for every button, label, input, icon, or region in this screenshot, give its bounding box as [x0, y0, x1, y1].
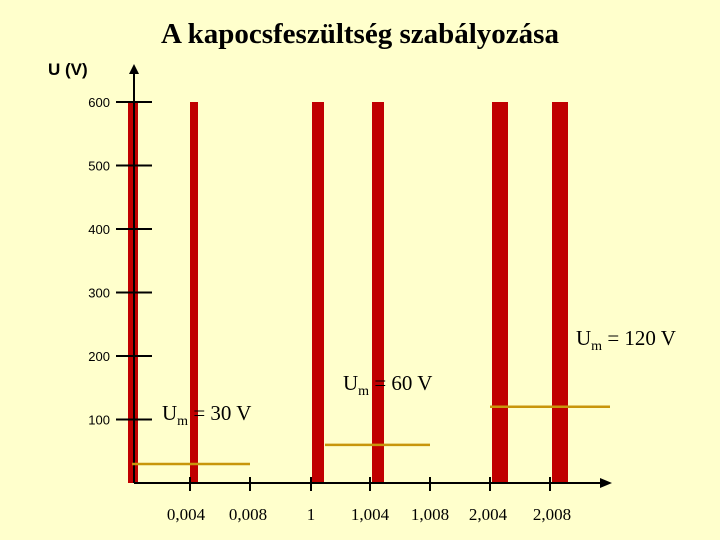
- x-tick-label: 1: [307, 505, 316, 524]
- pulse-bar: [190, 102, 198, 483]
- y-tick-label: 100: [88, 413, 110, 428]
- y-tick-label: 200: [88, 349, 110, 364]
- y-tick-label: 400: [88, 222, 110, 237]
- x-tick-label: 1,008: [411, 505, 449, 524]
- y-axis-label: U (V): [48, 60, 88, 79]
- pulse-bar: [492, 102, 508, 483]
- average-annotation: Um = 60 V: [343, 371, 432, 399]
- x-tick-label: 2,008: [533, 505, 571, 524]
- pulse-bar: [372, 102, 384, 483]
- x-axis-arrow: [600, 478, 612, 488]
- x-tick-label: 2,004: [469, 505, 508, 524]
- page-title: A kapocsfeszültség szabályozása: [0, 18, 720, 51]
- x-tick-label: 1,004: [351, 505, 390, 524]
- y-tick-label: 500: [88, 159, 110, 174]
- title-text: A kapocsfeszültség szabályozása: [161, 18, 559, 50]
- pulse-bar: [312, 102, 324, 483]
- y-tick-label: 300: [88, 286, 110, 301]
- x-tick-label: 0,004: [167, 505, 206, 524]
- average-annotation: Um = 120 V: [576, 326, 676, 354]
- average-annotation: Um = 30 V: [162, 401, 251, 429]
- x-tick-label: 0,008: [229, 505, 267, 524]
- y-tick-label: 600: [88, 95, 110, 110]
- pulse-bar: [552, 102, 568, 483]
- y-axis-arrow: [129, 64, 139, 74]
